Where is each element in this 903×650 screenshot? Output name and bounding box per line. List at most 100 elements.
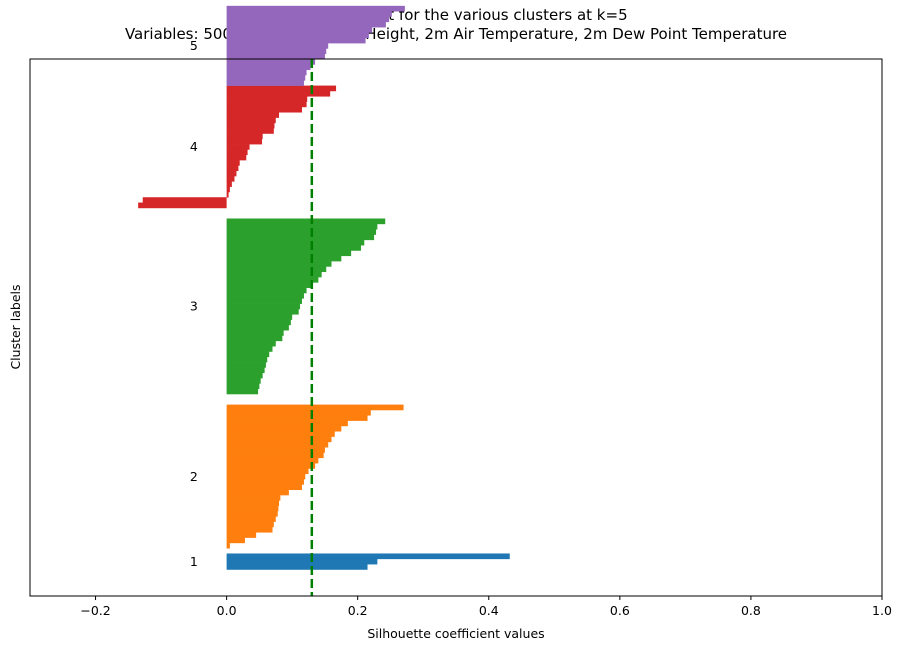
silhouette-bar: [142, 197, 227, 203]
silhouette-bar: [226, 553, 510, 560]
silhouette-bar: [226, 165, 239, 172]
silhouette-bar: [226, 516, 276, 522]
silhouette-bar: [226, 383, 260, 389]
silhouette-bar: [226, 112, 280, 118]
cluster-label-4: 4: [190, 139, 198, 154]
cluster-5-bars: [226, 5, 405, 86]
silhouette-bar: [226, 64, 311, 70]
silhouette-bar: [226, 303, 301, 310]
x-tick-label: 0.0: [217, 603, 237, 618]
silhouette-bar: [226, 505, 279, 512]
silhouette-bar: [226, 16, 390, 23]
silhouette-bar: [226, 367, 265, 374]
silhouette-bar: [226, 351, 270, 358]
silhouette-bar: [226, 340, 276, 347]
silhouette-bar: [226, 532, 257, 538]
cluster-1-bars: [226, 553, 510, 570]
silhouette-bar: [226, 473, 306, 480]
silhouette-bar: [226, 468, 309, 475]
silhouette-bar: [226, 441, 329, 448]
x-tick-label: 0.8: [741, 603, 761, 618]
silhouette-bar: [226, 521, 274, 528]
silhouette-bar: [226, 117, 276, 124]
x-tick-label: 0.4: [479, 603, 499, 618]
silhouette-bar: [226, 80, 304, 86]
silhouette-bar: [226, 218, 386, 225]
silhouette-bar: [226, 425, 342, 432]
silhouette-bar: [226, 335, 283, 342]
silhouette-bar: [226, 255, 342, 262]
silhouette-bar: [226, 479, 304, 485]
silhouette-bar: [226, 494, 281, 501]
cluster-2-bars: [226, 404, 404, 549]
silhouette-bar: [226, 314, 293, 320]
silhouette-bar: [226, 484, 302, 491]
silhouette-bar: [226, 181, 232, 187]
y-axis-label: Cluster labels: [8, 284, 23, 369]
silhouette-bar: [226, 170, 237, 177]
silhouette-bar: [226, 287, 307, 294]
silhouette-bar: [226, 239, 365, 246]
silhouette-bar: [226, 489, 289, 496]
silhouette-bar: [138, 202, 227, 209]
silhouette-bar: [226, 510, 278, 517]
plot-frame: [29, 58, 883, 597]
silhouette-bar: [226, 330, 284, 336]
silhouette-bar: [226, 128, 274, 134]
silhouette-bar: [226, 191, 229, 198]
x-tick-label: 0.2: [348, 603, 368, 618]
silhouette-bar: [226, 160, 240, 166]
silhouette-bar: [226, 308, 299, 315]
silhouette-bar: [226, 266, 327, 273]
cluster-label-1: 1: [190, 554, 198, 569]
silhouette-bar: [226, 452, 324, 459]
silhouette-bar: [226, 101, 307, 108]
silhouette-bar: [226, 149, 248, 156]
silhouette-bar: [226, 537, 245, 544]
silhouette-bar: [226, 133, 263, 140]
silhouette-bar: [226, 463, 316, 469]
silhouette-bar: [226, 276, 319, 283]
silhouette-bar: [226, 436, 332, 443]
silhouette-bar: [226, 21, 386, 28]
silhouette-bar: [226, 564, 368, 570]
silhouette-bar: [226, 388, 259, 395]
silhouette-bar: [226, 319, 291, 326]
silhouette-bar: [226, 409, 371, 416]
silhouette-bar: [226, 245, 361, 251]
silhouette-bar: [226, 404, 404, 411]
silhouette-bar: [226, 138, 263, 145]
silhouette-bar: [226, 500, 280, 506]
cluster-3-bars: [226, 218, 386, 395]
silhouette-bar: [226, 282, 312, 288]
silhouette-bar: [226, 37, 366, 44]
silhouette-bar: [226, 261, 332, 267]
silhouette-bar: [226, 420, 348, 427]
silhouette-bar: [226, 346, 273, 352]
silhouette-bar: [226, 175, 235, 182]
silhouette-bar: [226, 378, 261, 384]
silhouette-bar: [226, 5, 405, 12]
chart-subtitle: Variables: 500hPa Geopotential Height, 2…: [125, 25, 787, 43]
silhouette-bar: [226, 122, 275, 129]
silhouette-bar: [226, 271, 322, 278]
silhouette-bar: [226, 27, 373, 33]
silhouette-bar: [226, 85, 337, 92]
silhouette-bar: [226, 154, 247, 161]
silhouette-bar: [226, 372, 263, 379]
silhouette-bar: [226, 32, 369, 39]
cluster-label-3: 3: [190, 299, 198, 314]
silhouette-bar: [226, 96, 308, 102]
silhouette-bar: [226, 298, 302, 304]
silhouette-bar: [226, 558, 378, 565]
x-tick-label: 1.0: [872, 603, 892, 618]
silhouette-bar: [226, 447, 325, 453]
silhouette-bar: [226, 250, 352, 257]
silhouette-bar: [226, 229, 377, 235]
x-tick-label: −0.2: [80, 603, 110, 618]
silhouette-bar: [226, 53, 325, 60]
silhouette-bar: [226, 74, 306, 81]
silhouette-bar: [226, 106, 302, 113]
silhouette-bar: [226, 234, 375, 241]
